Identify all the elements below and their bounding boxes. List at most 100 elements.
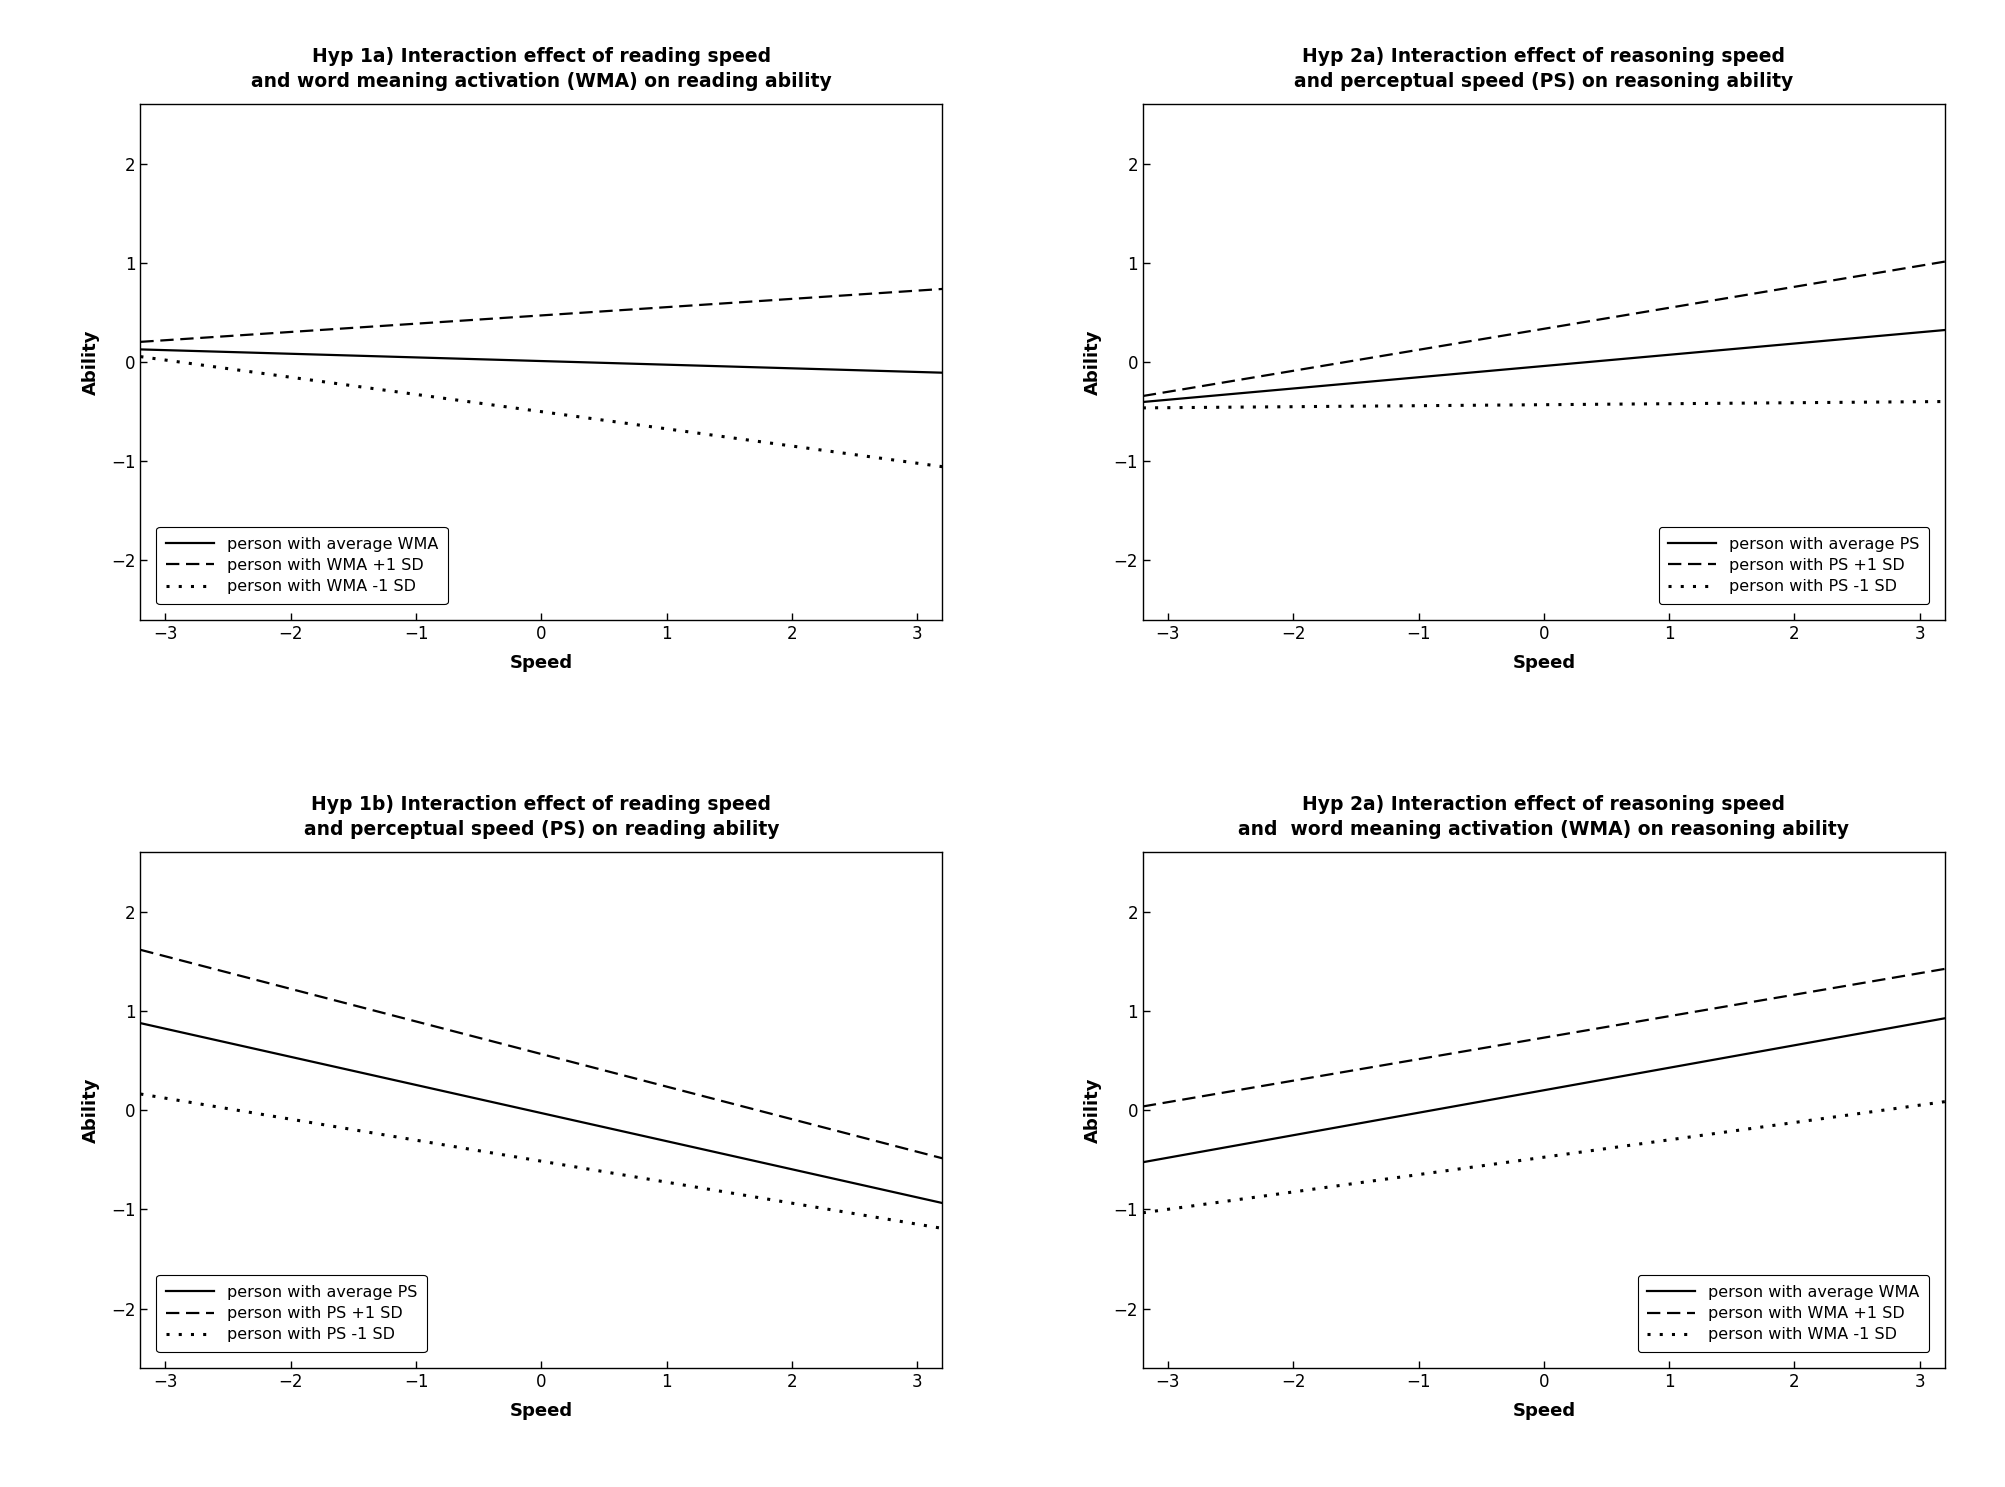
person with PS +1 SD bbox=[445, 1023, 469, 1041]
person with WMA +1 SD bbox=[1391, 1053, 1416, 1071]
Line: person with average WMA: person with average WMA bbox=[1143, 1019, 1945, 1163]
person with average WMA bbox=[1636, 1063, 1660, 1081]
person with WMA +1 SD bbox=[128, 333, 152, 351]
Line: person with WMA -1 SD: person with WMA -1 SD bbox=[140, 357, 942, 467]
person with WMA +1 SD bbox=[712, 294, 736, 312]
person with WMA +1 SD bbox=[1131, 1097, 1155, 1115]
person with average WMA bbox=[1131, 1154, 1155, 1172]
Y-axis label: Ability: Ability bbox=[82, 329, 100, 394]
person with average WMA bbox=[634, 355, 658, 373]
person with average PS bbox=[634, 1127, 658, 1145]
person with average WMA bbox=[1710, 1050, 1734, 1068]
person with PS -1 SD bbox=[930, 1219, 954, 1237]
person with WMA -1 SD bbox=[1710, 1124, 1734, 1142]
Legend: person with average WMA, person with WMA +1 SD, person with WMA -1 SD: person with average WMA, person with WMA… bbox=[156, 526, 447, 604]
person with WMA +1 SD bbox=[1227, 1081, 1251, 1099]
person with PS +1 SD bbox=[634, 1072, 658, 1090]
person with WMA +1 SD bbox=[1714, 998, 1738, 1016]
Line: person with PS -1 SD: person with PS -1 SD bbox=[140, 1094, 942, 1228]
person with PS +1 SD bbox=[128, 941, 152, 959]
Line: person with average PS: person with average PS bbox=[140, 1023, 942, 1203]
X-axis label: Speed: Speed bbox=[1512, 1402, 1576, 1420]
person with PS -1 SD bbox=[1391, 397, 1416, 415]
person with average PS bbox=[1714, 341, 1738, 358]
person with average PS bbox=[1227, 385, 1251, 403]
X-axis label: Speed: Speed bbox=[509, 654, 573, 672]
person with WMA -1 SD bbox=[1636, 1135, 1660, 1152]
Legend: person with average PS, person with PS +1 SD, person with PS -1 SD: person with average PS, person with PS +… bbox=[1658, 526, 1929, 604]
person with PS -1 SD bbox=[712, 1182, 736, 1200]
person with average PS bbox=[1710, 341, 1734, 358]
Line: person with PS +1 SD: person with PS +1 SD bbox=[1143, 262, 1945, 396]
person with WMA +1 SD bbox=[930, 280, 954, 297]
person with PS -1 SD bbox=[708, 1182, 732, 1200]
person with PS -1 SD bbox=[1636, 396, 1660, 413]
person with average PS bbox=[712, 1145, 736, 1163]
person with WMA -1 SD bbox=[1227, 1191, 1251, 1209]
person with PS -1 SD bbox=[1448, 397, 1472, 415]
person with PS -1 SD bbox=[128, 1086, 152, 1103]
person with average PS bbox=[389, 1072, 413, 1090]
person with WMA -1 SD bbox=[1933, 1093, 1957, 1111]
person with PS +1 SD bbox=[712, 1093, 736, 1111]
person with WMA -1 SD bbox=[1131, 1204, 1155, 1222]
person with average WMA bbox=[930, 364, 954, 382]
person with PS -1 SD bbox=[634, 1170, 658, 1188]
person with PS -1 SD bbox=[225, 1102, 249, 1120]
person with WMA +1 SD bbox=[225, 327, 249, 345]
person with average WMA bbox=[1933, 1010, 1957, 1028]
X-axis label: Speed: Speed bbox=[509, 1402, 573, 1420]
person with average WMA bbox=[708, 357, 732, 375]
person with WMA +1 SD bbox=[389, 315, 413, 333]
person with WMA +1 SD bbox=[445, 312, 469, 330]
person with PS -1 SD bbox=[445, 1138, 469, 1155]
person with average PS bbox=[128, 1014, 152, 1032]
person with average PS bbox=[1131, 393, 1155, 410]
person with WMA -1 SD bbox=[389, 384, 413, 401]
person with PS -1 SD bbox=[1227, 399, 1251, 416]
person with WMA -1 SD bbox=[1448, 1160, 1472, 1178]
person with average WMA bbox=[712, 357, 736, 375]
person with WMA +1 SD bbox=[1448, 1042, 1472, 1060]
person with WMA +1 SD bbox=[708, 294, 732, 312]
person with WMA -1 SD bbox=[634, 416, 658, 434]
Title: Hyp 1a) Interaction effect of reading speed
and word meaning activation (WMA) on: Hyp 1a) Interaction effect of reading sp… bbox=[251, 48, 832, 91]
person with average PS bbox=[708, 1144, 732, 1161]
person with WMA -1 SD bbox=[128, 348, 152, 366]
Title: Hyp 1b) Interaction effect of reading speed
and perceptual speed (PS) on reading: Hyp 1b) Interaction effect of reading sp… bbox=[303, 796, 780, 840]
person with average PS bbox=[1391, 370, 1416, 388]
person with WMA -1 SD bbox=[930, 458, 954, 476]
person with PS -1 SD bbox=[1933, 393, 1957, 410]
person with PS +1 SD bbox=[708, 1091, 732, 1109]
person with average PS bbox=[1636, 348, 1660, 366]
Line: person with PS +1 SD: person with PS +1 SD bbox=[140, 950, 942, 1158]
person with average WMA bbox=[225, 343, 249, 361]
person with WMA +1 SD bbox=[1933, 961, 1957, 978]
person with PS -1 SD bbox=[1131, 399, 1155, 416]
person with WMA +1 SD bbox=[1710, 998, 1734, 1016]
person with PS +1 SD bbox=[1710, 290, 1734, 308]
person with PS +1 SD bbox=[1933, 253, 1957, 271]
Legend: person with average PS, person with PS +1 SD, person with PS -1 SD: person with average PS, person with PS +… bbox=[156, 1276, 427, 1352]
person with PS +1 SD bbox=[930, 1149, 954, 1167]
person with PS -1 SD bbox=[389, 1129, 413, 1146]
person with average WMA bbox=[1714, 1048, 1738, 1066]
Y-axis label: Ability: Ability bbox=[1085, 329, 1103, 394]
person with WMA -1 SD bbox=[1714, 1123, 1738, 1141]
person with average WMA bbox=[128, 341, 152, 358]
person with average WMA bbox=[1448, 1096, 1472, 1114]
person with WMA -1 SD bbox=[1391, 1167, 1416, 1185]
person with average WMA bbox=[1391, 1106, 1416, 1124]
Y-axis label: Ability: Ability bbox=[1085, 1078, 1103, 1144]
person with PS +1 SD bbox=[1636, 302, 1660, 320]
Y-axis label: Ability: Ability bbox=[82, 1078, 100, 1144]
Line: person with PS -1 SD: person with PS -1 SD bbox=[1143, 401, 1945, 407]
person with WMA -1 SD bbox=[708, 427, 732, 445]
person with PS +1 SD bbox=[1448, 335, 1472, 352]
person with WMA -1 SD bbox=[712, 428, 736, 446]
person with PS +1 SD bbox=[1131, 387, 1155, 404]
person with WMA -1 SD bbox=[225, 361, 249, 379]
person with PS +1 SD bbox=[1714, 290, 1738, 308]
Line: person with WMA +1 SD: person with WMA +1 SD bbox=[1143, 970, 1945, 1106]
person with average PS bbox=[225, 1036, 249, 1054]
